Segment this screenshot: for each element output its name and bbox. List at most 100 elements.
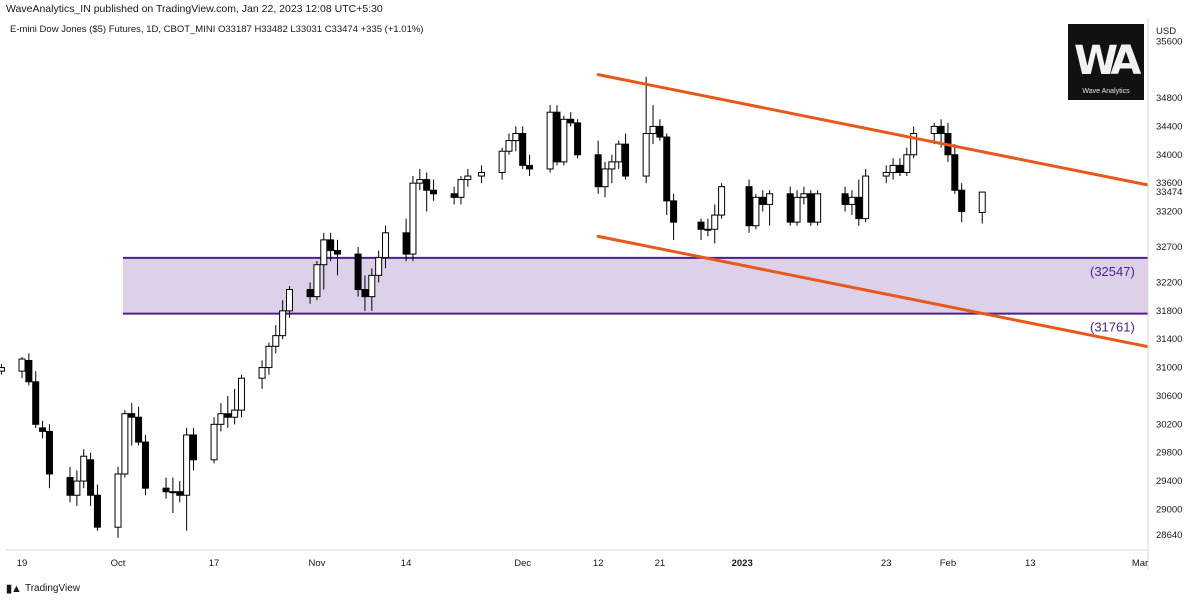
- price-tick-label: 32700: [1156, 242, 1182, 253]
- candle-body: [704, 228, 712, 231]
- time-tick-label: 2023: [732, 558, 753, 569]
- candle-body: [45, 430, 53, 475]
- candle-body: [553, 111, 561, 163]
- candle-body: [464, 175, 472, 181]
- price-tick-label: 35600: [1156, 36, 1182, 47]
- candle-body: [210, 423, 218, 461]
- price-tick-label: 30600: [1156, 391, 1182, 402]
- candle-body: [183, 434, 191, 496]
- candle-body: [25, 359, 33, 383]
- candle-body: [752, 196, 760, 227]
- candle-body: [128, 413, 136, 418]
- candle-body: [361, 289, 369, 298]
- candle-body: [73, 480, 81, 496]
- last-price-label: 33474: [1156, 187, 1182, 198]
- wave-analytics-logo: WA Wave Analytics: [1068, 24, 1144, 100]
- logo-caption: Wave Analytics: [1082, 88, 1130, 95]
- candle-body: [759, 196, 767, 205]
- candle-body: [793, 196, 801, 223]
- time-tick-label: 19: [17, 558, 28, 569]
- candle-body: [642, 132, 650, 177]
- candle-body: [375, 257, 383, 276]
- candle-body: [306, 289, 314, 298]
- zone-label: (31761): [1090, 320, 1135, 335]
- candle-body: [231, 409, 239, 418]
- time-tick-label: Oct: [111, 558, 126, 569]
- candle-body: [162, 487, 170, 493]
- logo-letters: WA: [1074, 38, 1141, 84]
- candles-layer: [0, 76, 986, 538]
- candle-body: [265, 345, 273, 369]
- tradingview-footer[interactable]: ▮▲ TradingView: [6, 582, 80, 595]
- candle-body: [574, 122, 582, 156]
- candle-body: [93, 494, 101, 528]
- candle-body: [766, 193, 774, 205]
- time-tick-label: 13: [1025, 558, 1036, 569]
- candle-body: [285, 289, 293, 312]
- time-tick-label: Feb: [940, 558, 956, 569]
- candle-body: [807, 193, 815, 223]
- symbol-info-line: E-mini Dow Jones ($5) Futures, 1D, CBOT_…: [10, 24, 424, 35]
- candle-body: [862, 175, 870, 220]
- candle-body: [80, 455, 88, 482]
- candle-body: [416, 179, 424, 184]
- candle-body: [368, 274, 376, 298]
- price-tick-label: 33600: [1156, 178, 1182, 189]
- candle-body: [786, 193, 794, 223]
- candle-body: [670, 200, 678, 223]
- candle-body: [176, 491, 184, 496]
- candle-body: [169, 491, 177, 494]
- candle-body: [114, 473, 122, 528]
- candle-body: [649, 125, 657, 134]
- candle-body: [279, 310, 287, 337]
- candle-body: [409, 182, 417, 255]
- zone-label: (32547): [1090, 264, 1135, 279]
- candle-body: [546, 111, 554, 170]
- candle-body: [354, 253, 362, 291]
- candle-body: [217, 413, 225, 425]
- channel-lines-layer: [596, 73, 1176, 354]
- candle-body: [903, 154, 911, 174]
- time-tick-label: Mar: [1132, 558, 1148, 569]
- time-tick-label: 12: [593, 558, 604, 569]
- price-tick-label: 30200: [1156, 419, 1182, 430]
- time-tick-label: 23: [881, 558, 892, 569]
- candle-body: [615, 143, 623, 163]
- candle-body: [560, 118, 568, 163]
- candle-body: [430, 189, 438, 195]
- candle-body: [450, 193, 458, 198]
- candle-body: [141, 441, 149, 489]
- candle-body: [601, 168, 609, 188]
- candle-body: [66, 477, 74, 496]
- support-zone-layer: (32547) (31761): [123, 256, 1148, 335]
- price-tick-label: 31000: [1156, 363, 1182, 374]
- candle-body: [978, 191, 986, 213]
- candle-body: [121, 413, 129, 475]
- tradingview-logo-icon: ▮▲: [6, 583, 22, 595]
- candle-body: [272, 335, 280, 347]
- candle-body: [87, 459, 95, 496]
- candle-body: [224, 413, 232, 418]
- candle-body: [930, 125, 938, 134]
- candle-body: [896, 164, 904, 174]
- candle-body: [745, 186, 753, 227]
- candle-body: [567, 118, 575, 124]
- candle-body: [457, 179, 465, 198]
- axes-layer: USD 28640 29000 29400 29800 30200 30600 31000 31…: [6, 0, 1200, 570]
- price-tick-label: 34000: [1156, 150, 1182, 161]
- candle-body: [526, 164, 534, 170]
- candle-body: [718, 186, 726, 216]
- candle-body: [800, 193, 808, 198]
- candle-body: [334, 250, 342, 255]
- time-tick-label: Nov: [308, 558, 325, 569]
- price-tick-label: 33200: [1156, 207, 1182, 218]
- candle-body: [0, 367, 5, 372]
- candle-body: [910, 132, 918, 156]
- price-tick-label: 34400: [1156, 121, 1182, 132]
- candle-body: [382, 232, 390, 259]
- candle-body: [313, 264, 321, 298]
- time-tick-label: 21: [655, 558, 666, 569]
- candle-body: [258, 367, 266, 379]
- candle-body: [402, 232, 410, 255]
